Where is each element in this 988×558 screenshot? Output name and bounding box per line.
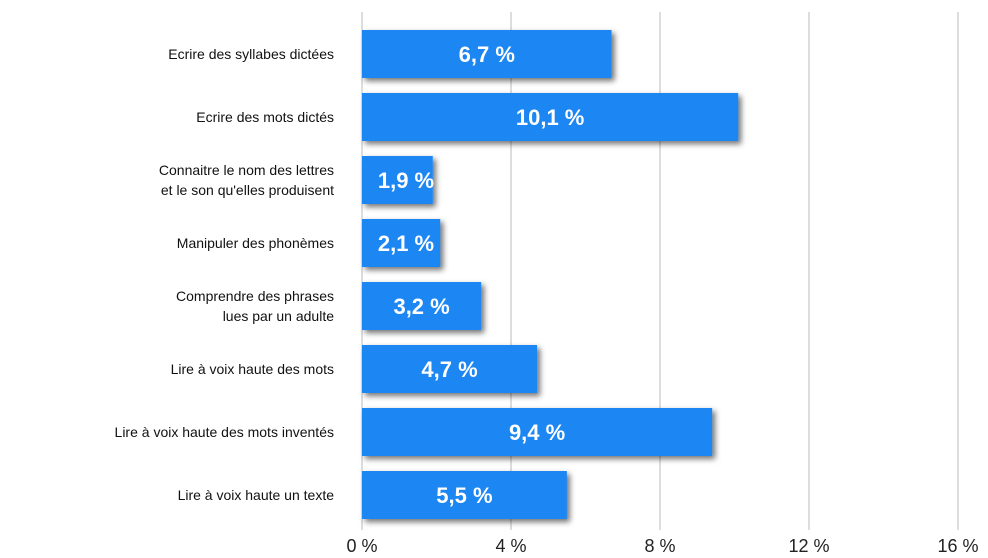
bar xyxy=(362,156,433,204)
x-tick-label: 0 % xyxy=(346,536,377,556)
value-label: 6,7 % xyxy=(459,42,515,67)
category-label: Ecrire des mots dictés xyxy=(196,109,334,125)
category-label: Lire à voix haute des mots xyxy=(170,361,334,377)
category-label: Lire à voix haute des mots inventés xyxy=(114,424,334,440)
bar xyxy=(362,408,713,456)
x-tick-label: 12 % xyxy=(788,536,829,556)
category-label: Ecrire des syllabes dictées xyxy=(168,46,334,62)
x-tick-label: 4 % xyxy=(495,536,526,556)
bar xyxy=(362,471,567,519)
category-label: Manipuler des phonèmes xyxy=(176,235,334,251)
category-label: Connaitre le nom des lettres et le son q… xyxy=(158,162,334,198)
bar xyxy=(362,219,441,267)
value-label: 9,4 % xyxy=(509,420,565,445)
x-tick-label: 16 % xyxy=(937,536,978,556)
x-tick-label: 8 % xyxy=(644,536,675,556)
bar xyxy=(362,345,538,393)
bar xyxy=(362,93,739,141)
value-label: 3,2 % xyxy=(393,294,449,319)
value-label: 4,7 % xyxy=(421,357,477,382)
bar xyxy=(362,282,482,330)
value-label: 5,5 % xyxy=(436,483,492,508)
value-label: 2,1 % xyxy=(378,231,434,256)
value-label: 10,1 % xyxy=(516,105,585,130)
value-label: 1,9 % xyxy=(378,168,434,193)
category-label: Lire à voix haute un texte xyxy=(177,487,334,503)
category-label: Comprendre des phrases lues par un adult… xyxy=(176,288,334,324)
bar xyxy=(362,30,612,78)
